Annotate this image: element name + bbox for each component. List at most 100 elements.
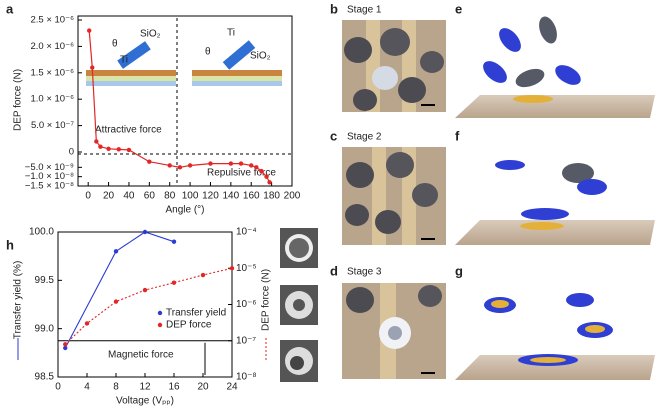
render bbox=[455, 160, 655, 245]
data-point bbox=[94, 139, 99, 144]
data-point bbox=[208, 161, 213, 166]
x-axis-label: Angle (°) bbox=[165, 205, 204, 216]
x-tick-label: 120 bbox=[202, 191, 219, 202]
data-point bbox=[63, 342, 68, 347]
x-tick-label: 20 bbox=[103, 191, 115, 202]
data-point bbox=[106, 146, 111, 152]
data-point bbox=[98, 144, 103, 149]
data-point bbox=[229, 266, 235, 271]
panel-label: c bbox=[330, 128, 337, 143]
data-point bbox=[142, 287, 148, 293]
micrograph bbox=[342, 147, 446, 245]
inset-label: Ti bbox=[227, 28, 235, 39]
panel-label: b bbox=[330, 1, 338, 16]
x-tick-label: 8 bbox=[113, 382, 119, 393]
data-point bbox=[63, 345, 68, 351]
y-tick-label: 99.5 bbox=[35, 275, 55, 286]
y2-tick-label: 10⁻⁶ bbox=[236, 299, 257, 310]
panel-label: h bbox=[6, 237, 14, 252]
y-tick-label: 0 bbox=[69, 147, 74, 158]
y-tick-label: 99.0 bbox=[35, 323, 55, 334]
inset-diagram bbox=[86, 40, 282, 86]
plot-frame bbox=[77, 15, 293, 187]
data-point bbox=[259, 168, 264, 174]
inset-label: θ bbox=[205, 47, 211, 58]
y2-tick-label: 10⁻⁴ bbox=[236, 227, 257, 238]
y-tick-label: −1.0 × 10⁻⁸ bbox=[25, 171, 74, 182]
x-tick-label: 140 bbox=[223, 191, 240, 202]
data-point bbox=[200, 272, 206, 278]
y-axis-label: Transfer yield (%) bbox=[13, 261, 24, 340]
x-tick-label: 0 bbox=[85, 191, 91, 202]
micrograph bbox=[342, 20, 446, 112]
stage-label: Stage 1 bbox=[347, 5, 382, 16]
annotation: Attractive force bbox=[95, 125, 162, 136]
x-tick-label: 180 bbox=[263, 191, 280, 202]
panel-label: g bbox=[455, 263, 463, 278]
data-point bbox=[238, 161, 244, 166]
inset-label: θ bbox=[112, 39, 118, 50]
x-tick-label: 20 bbox=[197, 382, 209, 393]
panel-label: f bbox=[455, 128, 460, 143]
x-tick-label: 40 bbox=[123, 191, 135, 202]
data-point bbox=[84, 321, 90, 326]
data-point bbox=[254, 165, 259, 170]
y2-tick-label: 10⁻⁵ bbox=[236, 263, 257, 274]
y-tick-label: 2.0 × 10⁻⁶ bbox=[30, 41, 74, 52]
legend-label: DEP force bbox=[166, 320, 212, 331]
micrograph bbox=[342, 283, 446, 379]
data-point bbox=[142, 229, 148, 235]
x-tick-label: 60 bbox=[144, 191, 156, 202]
data-point bbox=[187, 163, 193, 168]
y2-tick-label: 10⁻⁸ bbox=[236, 372, 257, 383]
legend-label: Transfer yield bbox=[166, 308, 226, 319]
x-axis-label: Voltage (Vₚₚ) bbox=[116, 396, 174, 407]
x-tick-label: 24 bbox=[226, 382, 238, 393]
render bbox=[455, 16, 655, 118]
data-point bbox=[90, 65, 95, 70]
y-tick-label: 100.0 bbox=[29, 227, 54, 238]
stage-label: Stage 2 bbox=[347, 132, 382, 143]
render bbox=[455, 293, 655, 380]
y-tick-label: 5.0 × 10⁻⁷ bbox=[31, 120, 75, 131]
panel-label: a bbox=[6, 1, 14, 16]
inset-label: Ti bbox=[120, 55, 128, 66]
y2-axis-label: DEP force (N) bbox=[261, 269, 272, 331]
annotation: Magnetic force bbox=[108, 349, 174, 360]
data-point bbox=[113, 299, 119, 304]
data-point bbox=[264, 174, 269, 179]
annotation: Repulsive force bbox=[207, 168, 276, 179]
data-point bbox=[113, 249, 119, 254]
x-tick-label: 4 bbox=[84, 382, 90, 393]
x-tick-label: 160 bbox=[243, 191, 260, 202]
data-point bbox=[147, 159, 152, 164]
data-line bbox=[64, 267, 233, 345]
y2-tick-label: 10⁻⁷ bbox=[236, 335, 256, 346]
data-point bbox=[249, 163, 254, 168]
x-tick-label: 80 bbox=[164, 191, 176, 202]
y-tick-label: −5.0 × 10⁻⁹ bbox=[25, 162, 74, 173]
y-tick-label: 2.5 × 10⁻⁶ bbox=[30, 15, 74, 26]
data-point bbox=[116, 147, 121, 152]
micrograph bbox=[280, 228, 318, 382]
data-line bbox=[64, 231, 175, 349]
data-point bbox=[87, 28, 92, 33]
x-tick-label: 100 bbox=[182, 191, 199, 202]
inset-label: SiO₂ bbox=[140, 29, 161, 40]
y-tick-label: 98.5 bbox=[35, 372, 55, 383]
x-tick-label: 12 bbox=[139, 382, 151, 393]
y-axis-label: DEP force (N) bbox=[13, 69, 24, 131]
legend-marker bbox=[157, 310, 163, 316]
data-point bbox=[171, 280, 177, 285]
panel-label: e bbox=[455, 1, 462, 16]
x-tick-label: 200 bbox=[284, 191, 301, 202]
data-point bbox=[228, 161, 234, 166]
data-point bbox=[167, 163, 172, 168]
panel-label: d bbox=[330, 263, 338, 278]
x-tick-label: 16 bbox=[168, 382, 180, 393]
x-tick-label: 0 bbox=[55, 382, 61, 393]
data-point bbox=[267, 180, 272, 185]
stage-label: Stage 3 bbox=[347, 267, 382, 278]
data-point bbox=[171, 239, 177, 244]
